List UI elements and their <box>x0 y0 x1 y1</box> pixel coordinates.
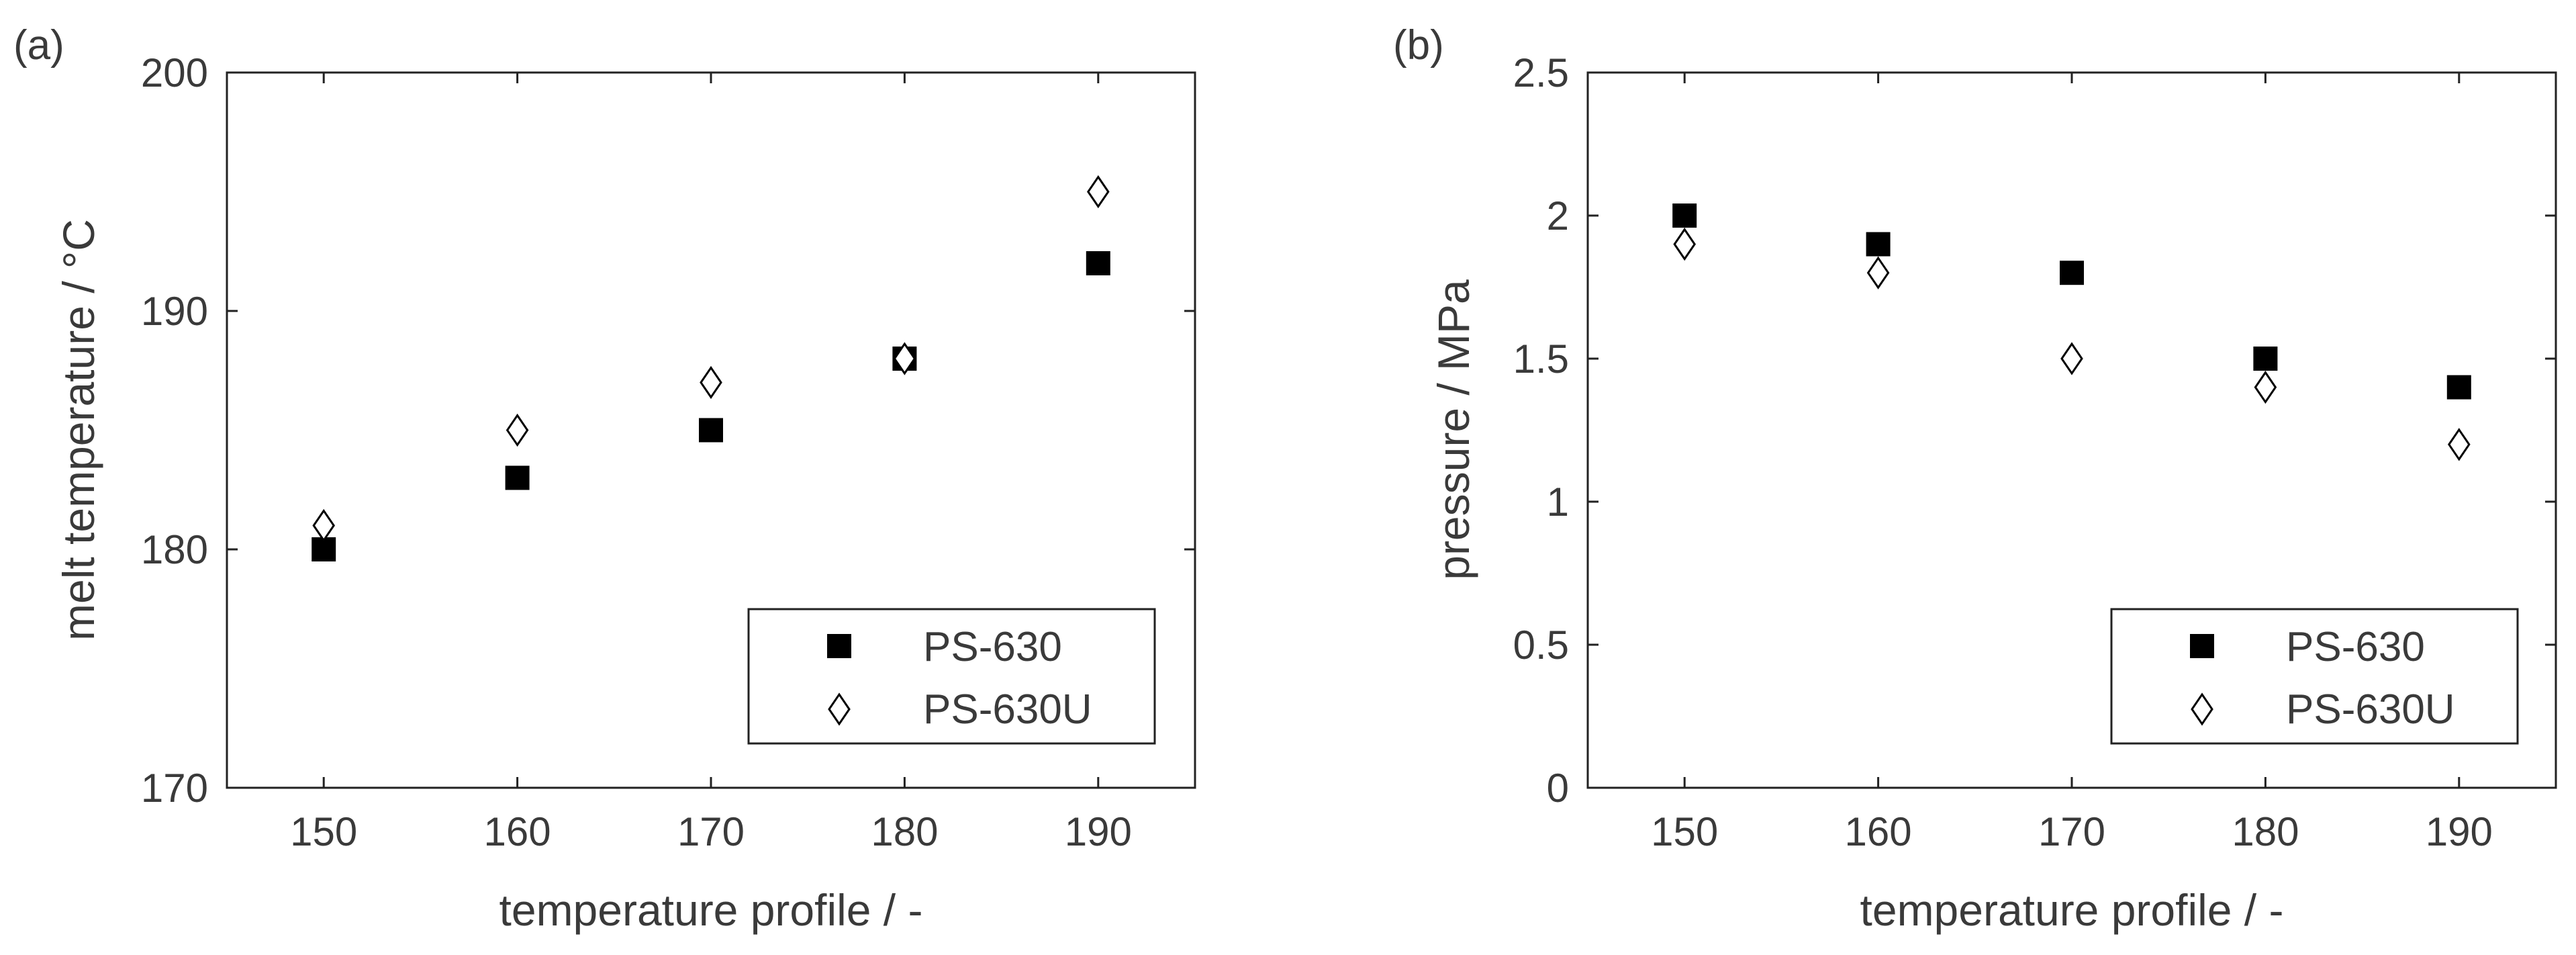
panel-a-y-tick-label: 200 <box>141 50 208 95</box>
panel-a-x-tick-label: 190 <box>1065 809 1132 854</box>
panel-a-x-tick-label: 170 <box>677 809 745 854</box>
panel-a-y-tick-label: 170 <box>141 766 208 811</box>
panel-a-x-tick-label: 180 <box>871 809 938 854</box>
panel-a-points <box>312 175 1110 561</box>
panel-b-x-axis-label: temperature profile / - <box>1860 885 2284 935</box>
panel-b-point-ps-630u <box>1673 227 1697 261</box>
panel-b-legend-label-ps-630: PS-630 <box>2286 624 2425 670</box>
panel-a-point-ps-630 <box>505 465 530 490</box>
panel-b-point-ps-630u <box>2060 342 2083 375</box>
panel-b-legend: PS-630 PS-630U <box>2110 608 2519 745</box>
panel-b-point-ps-630 <box>1672 203 1697 228</box>
panel-b-y-tick-label: 1.5 <box>1513 336 1569 381</box>
panel-a-y-tick-label: 190 <box>141 289 208 334</box>
panel-b-point-ps-630 <box>2446 375 2471 400</box>
panel-a-legend: PS-630 PS-630U <box>747 608 1156 745</box>
panel-b-legend-marker-ps-630 <box>2190 634 2214 658</box>
panel-a-y-ticks: 170 180 190 200 <box>141 50 1195 811</box>
panel-a-point-ps-630 <box>1086 251 1110 275</box>
panel-a-point-ps-630u <box>1086 175 1110 209</box>
panel-b-y-axis-label: pressure / MPa <box>1429 279 1478 580</box>
panel-a-point-ps-630 <box>699 418 723 443</box>
panel-a-x-axis-label: temperature profile / - <box>499 885 923 935</box>
panel-a-label: (a) <box>13 22 64 69</box>
panel-b-x-tick-label: 160 <box>1845 809 1912 854</box>
panel-a-point-ps-630u <box>506 413 529 447</box>
panel-a-x-tick-label: 160 <box>484 809 551 854</box>
panel-a-legend-marker-ps-630 <box>827 634 851 658</box>
panel-b-legend-marker-ps-630u <box>2191 692 2213 726</box>
panel-b-x-tick-label: 190 <box>2426 809 2493 854</box>
panel-a: (a) 150 160 170 180 190 170 180 190 200 tempera… <box>13 22 1196 935</box>
panel-b-point-ps-630 <box>1866 232 1891 257</box>
panel-b-label: (b) <box>1393 22 1444 69</box>
panel-b: (b) 150 160 170 180 190 0 0.5 1 1.5 2 2.5 tempera… <box>1393 22 2557 935</box>
panel-b-y-tick-label: 0.5 <box>1513 623 1569 668</box>
panel-b-legend-label-ps-630u: PS-630U <box>2286 686 2455 733</box>
panel-a-x-ticks: 150 160 170 180 190 <box>290 73 1132 854</box>
panel-a-y-axis-label: melt temperature / °C <box>54 219 103 641</box>
panel-b-points <box>1672 203 2471 461</box>
panel-a-legend-box <box>747 608 1156 745</box>
panel-b-x-tick-label: 180 <box>2232 809 2299 854</box>
panel-a-legend-label-ps-630u: PS-630U <box>923 686 1092 733</box>
panel-b-point-ps-630u <box>2254 370 2277 404</box>
panel-b-y-ticks: 0 0.5 1 1.5 2 2.5 <box>1513 50 2556 811</box>
panel-a-legend-marker-ps-630u <box>828 692 851 726</box>
panel-a-point-ps-630u <box>312 508 336 543</box>
panel-a-y-tick-label: 180 <box>141 527 208 572</box>
panel-b-y-tick-label: 2 <box>1547 193 1569 238</box>
panel-b-point-ps-630 <box>2060 261 2084 285</box>
panel-a-legend-label-ps-630: PS-630 <box>923 624 1062 670</box>
panel-b-y-tick-label: 2.5 <box>1513 50 1569 95</box>
panel-b-point-ps-630 <box>2253 347 2278 371</box>
panel-b-x-tick-label: 150 <box>1651 809 1718 854</box>
panel-a-x-tick-label: 150 <box>290 809 357 854</box>
panel-a-point-ps-630u <box>893 342 916 375</box>
panel-b-y-tick-label: 1 <box>1547 480 1569 525</box>
panel-b-x-ticks: 150 160 170 180 190 <box>1651 73 2493 854</box>
panel-b-x-tick-label: 170 <box>2038 809 2105 854</box>
panel-b-point-ps-630u <box>1866 256 1890 289</box>
panel-a-point-ps-630u <box>700 365 722 400</box>
panel-b-y-tick-label: 0 <box>1547 766 1569 811</box>
panel-b-legend-box <box>2110 608 2519 745</box>
panel-b-point-ps-630u <box>2447 428 2471 461</box>
